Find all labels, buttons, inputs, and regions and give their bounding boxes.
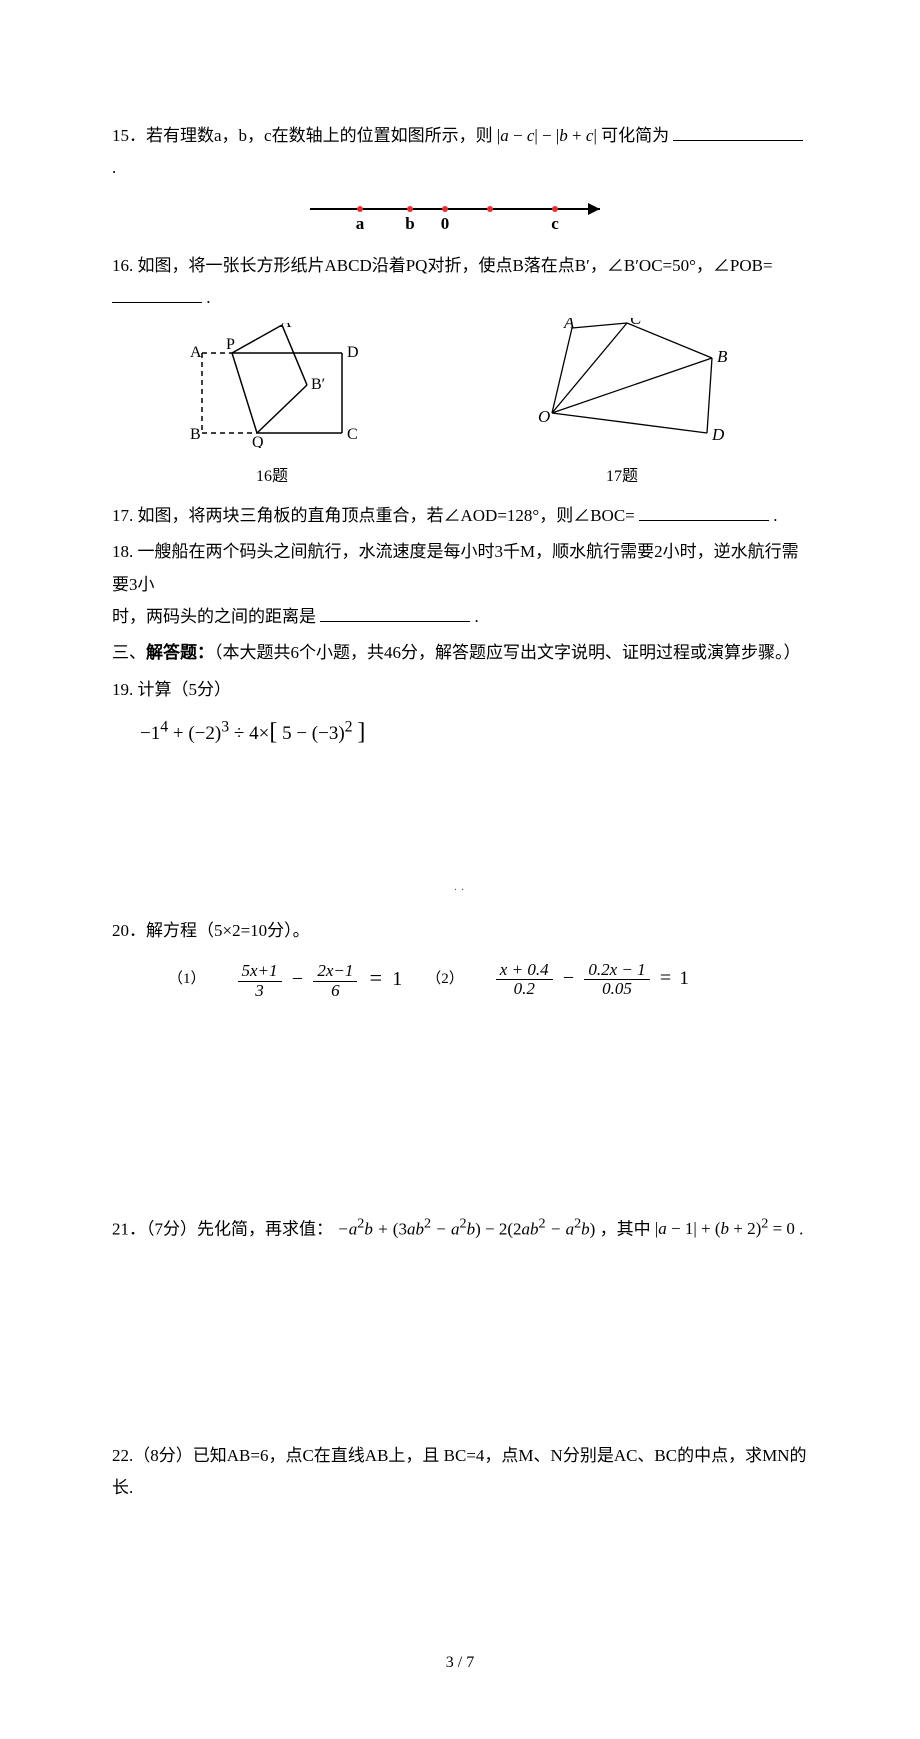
q20-eq2: x + 0.40.2 − 0.2x − 10.05 = 1 — [494, 959, 689, 999]
section-3-heading: 三、解答题：（本大题共6个小题，共46分，解答题应写出文字说明、证明过程或演算步… — [112, 637, 808, 669]
question-20-equations: （1） 5x+13 − 2x−16 = 1 （2） x + 0.40.2 − 0… — [112, 957, 808, 1000]
q17-blank — [639, 503, 769, 521]
svg-text:A′: A′ — [280, 323, 295, 331]
q20-p1: （1） — [168, 965, 212, 994]
figure-16: A A′ D B′ B Q C P 16题 — [172, 323, 372, 492]
question-18: 18. 一艘船在两个码头之间航行，水流速度是每小时3千M，顺水航行需要2小时，逆… — [112, 536, 808, 633]
svg-text:O: O — [538, 407, 550, 426]
q15-blank — [673, 123, 803, 141]
svg-text:A: A — [563, 318, 575, 332]
q21-mid: ，其中 — [600, 1219, 651, 1238]
question-17: 17. 如图，将两块三角板的直角顶点重合，若∠AOD=128°，则∠BOC= . — [112, 500, 808, 532]
q18-line1: 18. 一艘船在两个码头之间航行，水流速度是每小时3千M，顺水航行需要2小时，逆… — [112, 542, 799, 593]
q15-period: . — [112, 158, 116, 177]
q16-period: . — [206, 288, 210, 307]
question-21: 21．（7分）先化简，再求值： −a2b + (3ab2 − a2b) − 2(… — [112, 1211, 808, 1246]
figure-row: A A′ D B′ B Q C P 16题 A C B D O 17题 — [172, 318, 808, 492]
question-20-head: 20．解方程（5×2=10分）。 — [112, 915, 808, 947]
sec3-a: 三、 — [112, 643, 146, 662]
svg-text:Q: Q — [252, 434, 264, 448]
fig16-caption: 16题 — [172, 462, 372, 492]
svg-text:A: A — [190, 344, 202, 361]
svg-text:B: B — [717, 347, 728, 366]
question-22: 22.（8分）已知AB=6，点C在直线AB上，且 BC=4，点M、N分别是AC、… — [112, 1440, 808, 1505]
sec3-b: 解答题： — [146, 643, 214, 662]
sec3-c: （本大题共6个小题，共46分，解答题应写出文字说明、证明过程或演算步骤。） — [214, 643, 801, 662]
svg-text:C: C — [630, 318, 642, 328]
question-19-head: 19. 计算（5分） — [112, 674, 808, 706]
svg-text:C: C — [347, 426, 358, 443]
svg-text:b: b — [405, 214, 414, 233]
q21-end: . — [799, 1219, 803, 1238]
figure-17: A C B D O 17题 — [512, 318, 732, 492]
svg-text:a: a — [356, 214, 365, 233]
svg-text:c: c — [551, 214, 559, 233]
svg-text:D: D — [711, 425, 725, 444]
separator-dots: ▪ ▪ — [112, 886, 808, 896]
q20-p2: （2） — [426, 965, 470, 994]
q18-line2: 时，两码头的之间的距离是 — [112, 607, 316, 626]
q16-text: 16. 如图，将一张长方形纸片ABCD沿着PQ对折，使点B落在点B′，∠B′OC… — [112, 256, 773, 275]
q21-cond: |a − 1| + (b + 2)2 = 0 — [655, 1219, 795, 1238]
q18-period: . — [475, 607, 479, 626]
q21-pre: 21．（7分）先化简，再求值： — [112, 1219, 333, 1238]
q17-text: 17. 如图，将两块三角板的直角顶点重合，若∠AOD=128°，则∠BOC= — [112, 506, 635, 525]
q15-pre: 15．若有理数a，b，c在数轴上的位置如图所示，则 — [112, 126, 493, 145]
question-19-expr: −14 + (−2)3 ÷ 4×[ 5 − (−3)2 ] — [112, 710, 808, 756]
q21-expr: −a2b + (3ab2 − a2b) − 2(2ab2 − a2b) — [337, 1219, 595, 1238]
page-footer: 3 / 7 — [112, 1648, 808, 1678]
number-line-svg: a b 0 c — [290, 189, 630, 233]
svg-text:D: D — [347, 344, 359, 361]
svg-text:B: B — [190, 426, 201, 443]
question-16: 16. 如图，将一张长方形纸片ABCD沿着PQ对折，使点B落在点B′，∠B′OC… — [112, 250, 808, 315]
q17-period: . — [773, 506, 777, 525]
number-line-figure: a b 0 c — [112, 189, 808, 244]
q15-mid: 可化简为 — [601, 126, 669, 145]
svg-text:0: 0 — [441, 214, 450, 233]
svg-text:B′: B′ — [311, 376, 325, 393]
q15-abs-expr: |a − c| − |b + c| — [497, 126, 597, 145]
fig17-caption: 17题 — [512, 462, 732, 492]
q20-eq1: 5x+13 − 2x−16 = 1 — [236, 957, 403, 1000]
q16-blank — [112, 285, 202, 303]
svg-text:P: P — [226, 336, 235, 353]
q18-blank — [320, 604, 470, 622]
question-15: 15．若有理数a，b，c在数轴上的位置如图所示，则 |a − c| − |b +… — [112, 120, 808, 185]
